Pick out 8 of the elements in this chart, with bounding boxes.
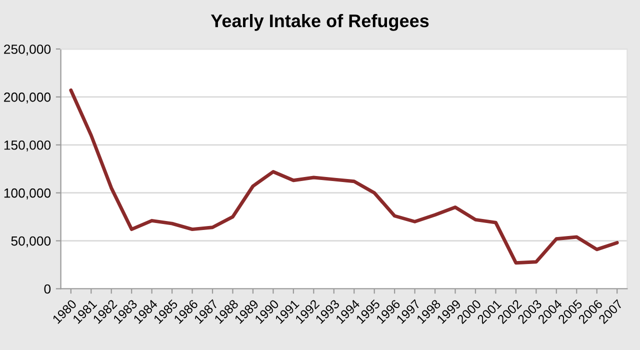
- y-tick-label: 250,000: [4, 44, 51, 56]
- y-tick-label: 0: [44, 284, 51, 294]
- y-tick-label: 150,000: [4, 140, 51, 152]
- y-tick-label: 50,000: [11, 236, 51, 248]
- chart-title: Yearly Intake of Refugees: [210, 14, 429, 31]
- line-series: [69, 88, 619, 265]
- y-tick-label: 200,000: [4, 92, 51, 104]
- y-tick-label: 100,000: [4, 188, 51, 200]
